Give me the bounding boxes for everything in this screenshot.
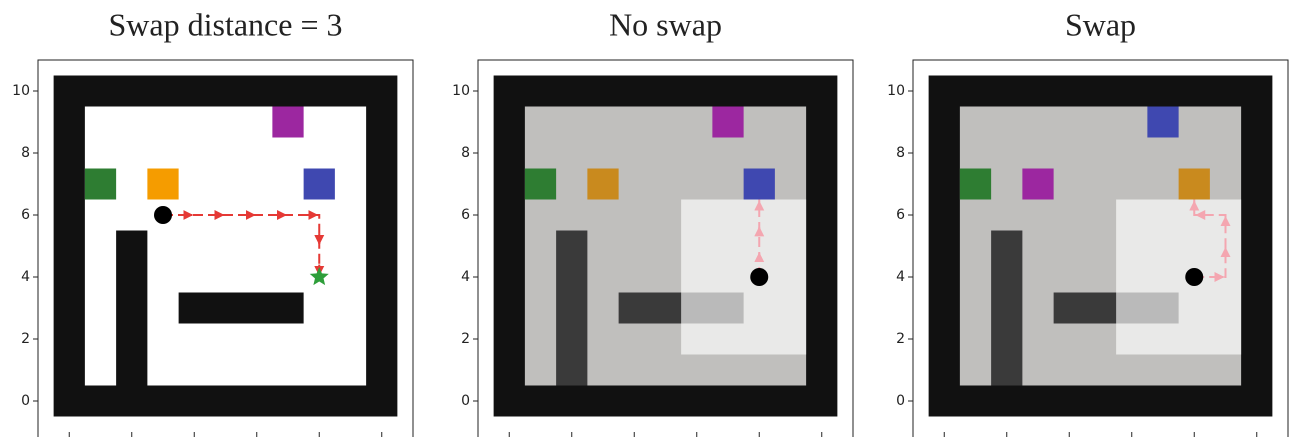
y-tick-label: 0	[21, 393, 30, 409]
wall	[116, 231, 147, 386]
object	[587, 169, 618, 200]
y-tick-label: 0	[461, 393, 470, 409]
figure: Swap distance = 3 0 2 4 6 8 10 No swap 0 2 4 6 8 10 Sw…	[0, 0, 1292, 437]
agent	[154, 206, 172, 224]
object	[1179, 169, 1210, 200]
panel-title: Swap distance = 3	[109, 6, 343, 42]
y-tick-label: 4	[21, 269, 30, 285]
object	[744, 169, 775, 200]
y-tick-label: 0	[896, 393, 905, 409]
object	[1147, 107, 1178, 138]
object	[1022, 169, 1053, 200]
y-tick-label: 2	[21, 331, 30, 347]
object	[272, 107, 303, 138]
wall	[556, 231, 587, 386]
y-tick-label: 10	[452, 83, 470, 99]
object	[525, 169, 556, 200]
object	[147, 169, 178, 200]
y-tick-label: 4	[461, 269, 470, 285]
y-tick-label: 6	[896, 207, 905, 223]
wall	[991, 231, 1022, 386]
agent	[750, 268, 768, 286]
object	[712, 107, 743, 138]
agent	[1185, 268, 1203, 286]
y-tick-label: 2	[461, 331, 470, 347]
y-tick-label: 6	[21, 207, 30, 223]
y-tick-label: 10	[887, 83, 905, 99]
y-tick-label: 8	[896, 145, 905, 161]
panel-title: No swap	[609, 6, 722, 42]
y-tick-label: 6	[461, 207, 470, 223]
object	[960, 169, 991, 200]
y-tick-label: 8	[461, 145, 470, 161]
y-tick-label: 4	[896, 269, 905, 285]
object	[304, 169, 335, 200]
y-tick-label: 8	[21, 145, 30, 161]
wall	[179, 293, 304, 324]
view-window	[681, 200, 806, 355]
panel-title: Swap	[1065, 6, 1136, 42]
object	[85, 169, 116, 200]
y-tick-label: 10	[12, 83, 30, 99]
y-tick-label: 2	[896, 331, 905, 347]
